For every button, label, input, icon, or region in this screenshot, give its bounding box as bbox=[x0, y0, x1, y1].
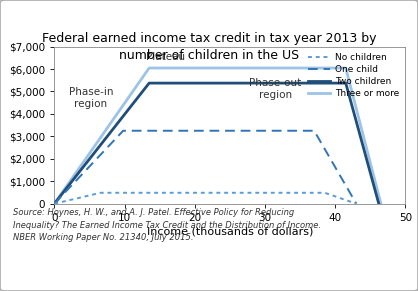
X-axis label: Income (thousands of dollars): Income (thousands of dollars) bbox=[147, 227, 313, 237]
Legend: No children, One child, Two children, Three or more: No children, One child, Two children, Th… bbox=[306, 51, 401, 100]
Text: Plateau: Plateau bbox=[146, 52, 185, 62]
Text: Phase-in
region: Phase-in region bbox=[69, 87, 113, 109]
Text: Source: Hoynes, H. W., and A. J. Patel. Effective Policy for Reducing
Inequality: Source: Hoynes, H. W., and A. J. Patel. … bbox=[13, 208, 321, 242]
Text: Federal earned income tax credit in tax year 2013 by
number of children in the U: Federal earned income tax credit in tax … bbox=[42, 32, 376, 62]
Text: Phase-out
region: Phase-out region bbox=[250, 78, 302, 100]
